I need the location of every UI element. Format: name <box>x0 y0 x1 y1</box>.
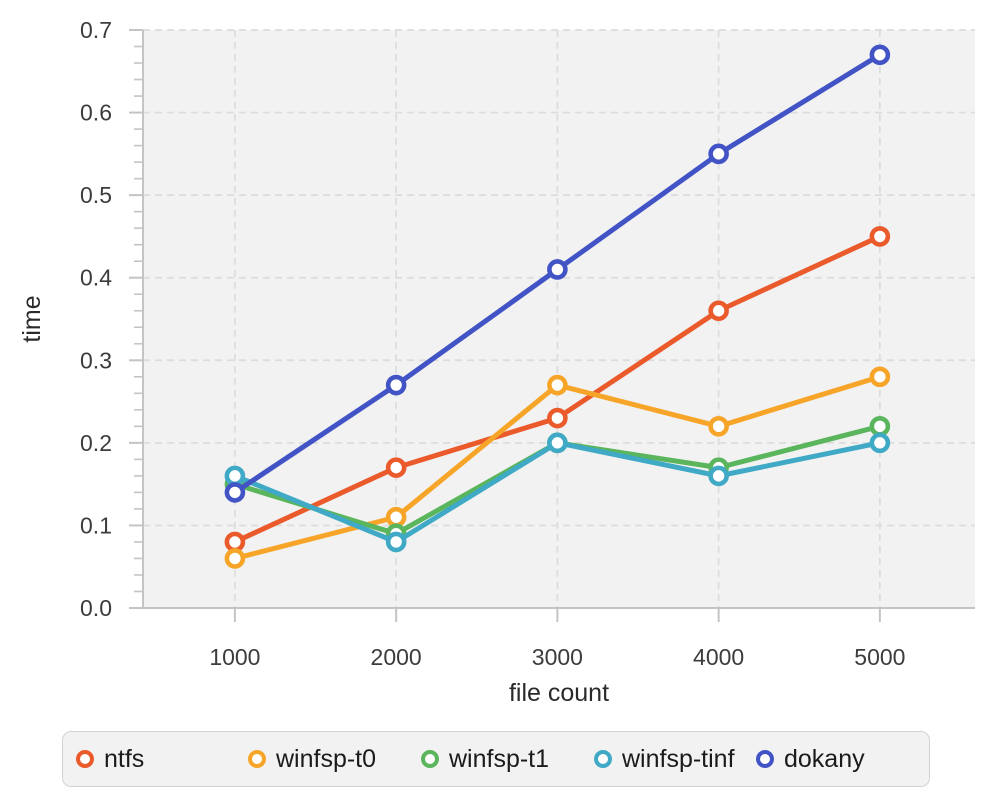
plot-area <box>143 30 975 608</box>
data-point-dokany <box>385 374 407 396</box>
data-point-ntfs <box>869 226 891 247</box>
data-point-ntfs <box>547 407 568 429</box>
data-point-dokany <box>869 44 891 66</box>
data-point-winfsp-t0 <box>547 374 568 396</box>
data-point-winfsp-t0 <box>869 366 891 388</box>
data-point-winfsp-t1 <box>869 416 891 437</box>
legend-item-winfsp-t1[interactable]: winfsp-t1 <box>421 744 594 773</box>
legend-marker-icon <box>594 750 612 768</box>
data-point-ntfs <box>385 457 407 478</box>
y-tick-label: 0.0 <box>80 595 112 621</box>
x-tick-label: 4000 <box>693 644 744 670</box>
legend-marker-icon <box>248 750 266 768</box>
data-point-winfsp-t0 <box>708 416 729 437</box>
legend-label: winfsp-t0 <box>276 744 377 773</box>
data-point-ntfs <box>224 531 246 553</box>
legend-label: dokany <box>784 744 865 773</box>
data-point-winfsp-tinf <box>869 432 891 454</box>
y-axis-title: time <box>18 295 46 342</box>
legend-item-winfsp-tinf[interactable]: winfsp-tinf <box>594 744 756 773</box>
legend-label: ntfs <box>104 744 145 773</box>
x-axis-title: file count <box>509 679 609 707</box>
x-tick-label: 1000 <box>209 644 260 670</box>
y-tick-label: 0.2 <box>80 430 112 456</box>
legend-label: winfsp-t1 <box>449 744 550 773</box>
data-point-winfsp-tinf <box>385 531 407 553</box>
x-tick-label: 3000 <box>532 644 583 670</box>
legend-label: winfsp-tinf <box>622 744 735 773</box>
data-point-ntfs <box>708 300 729 322</box>
legend-item-ntfs[interactable]: ntfs <box>76 744 248 773</box>
data-point-dokany <box>224 482 246 503</box>
data-point-winfsp-tinf <box>708 465 729 487</box>
line-chart: 0.0 0.1 0.2 0.3 0.4 0.5 0.6 0.7 1000 2000 3000 4000… <box>18 17 975 707</box>
y-tick-label: 0.3 <box>80 347 112 373</box>
legend-marker-icon <box>76 750 94 768</box>
data-point-dokany <box>547 259 568 280</box>
legend-marker-icon <box>421 750 439 768</box>
y-tick-label: 0.1 <box>80 512 112 538</box>
y-tick-label: 0.4 <box>80 265 112 291</box>
data-point-winfsp-tinf <box>547 432 568 454</box>
x-tick-label: 5000 <box>854 644 905 670</box>
data-point-winfsp-t0 <box>385 506 407 528</box>
legend-marker-icon <box>756 750 774 768</box>
y-tick-label: 0.6 <box>80 100 112 126</box>
data-point-winfsp-t0 <box>224 548 246 569</box>
legend-item-dokany[interactable]: dokany <box>756 744 865 773</box>
data-point-dokany <box>708 143 729 165</box>
y-tick-label: 0.5 <box>80 182 112 208</box>
legend-item-winfsp-t0[interactable]: winfsp-t0 <box>248 744 421 773</box>
data-point-winfsp-tinf <box>224 465 246 487</box>
x-tick-label: 2000 <box>371 644 422 670</box>
y-tick-label: 0.7 <box>80 17 112 43</box>
legend: ntfs winfsp-t0 winfsp-t1 winfsp-tinf dokany <box>62 731 930 787</box>
